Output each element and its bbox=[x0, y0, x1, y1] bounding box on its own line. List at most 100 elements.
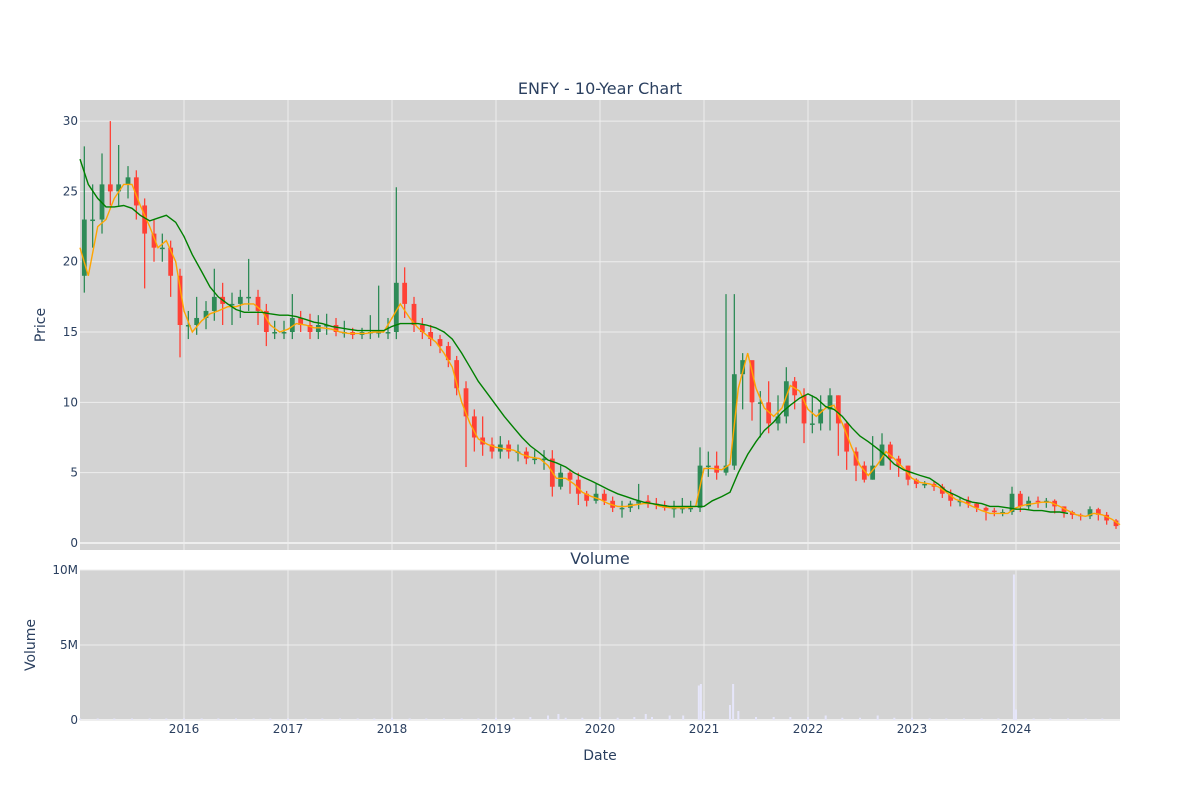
candle-body bbox=[601, 493, 607, 501]
candle-body bbox=[593, 493, 599, 501]
candle-body bbox=[437, 339, 443, 347]
candle-body bbox=[775, 416, 781, 424]
volume-bar bbox=[945, 718, 948, 720]
volume-bar bbox=[1032, 718, 1035, 720]
candle-body bbox=[298, 317, 304, 325]
volume-bar bbox=[529, 717, 532, 720]
volume-bar bbox=[1012, 574, 1015, 720]
price-y-tick-label: 25 bbox=[63, 184, 78, 198]
candle-body bbox=[151, 233, 157, 248]
candle-body bbox=[1113, 520, 1119, 527]
volume-bar bbox=[997, 718, 1000, 720]
volume-bar bbox=[772, 717, 775, 720]
x-tick-label: 2020 bbox=[585, 722, 616, 736]
candle-body bbox=[272, 332, 278, 334]
price-y-tick-label: 20 bbox=[63, 255, 78, 269]
volume-y-tick-label: 5M bbox=[60, 638, 78, 652]
volume-bar bbox=[732, 684, 735, 720]
volume-bar bbox=[408, 718, 411, 720]
candle-body bbox=[1104, 514, 1110, 521]
candle-body bbox=[766, 402, 772, 424]
volume-bar bbox=[304, 718, 307, 720]
candle-body bbox=[861, 465, 867, 480]
price-y-tick-label: 5 bbox=[70, 466, 78, 480]
candle-body bbox=[246, 296, 252, 299]
volume-bar bbox=[512, 717, 515, 720]
candle-body bbox=[679, 507, 685, 510]
volume-bar bbox=[269, 718, 272, 720]
volume-bar bbox=[668, 715, 671, 720]
volume-bar bbox=[477, 718, 480, 720]
candle-body bbox=[558, 472, 564, 487]
volume-bar bbox=[564, 717, 567, 720]
candle-body bbox=[749, 360, 755, 403]
volume-bar bbox=[789, 717, 792, 720]
volume-bar bbox=[200, 718, 203, 720]
candle-body bbox=[671, 507, 677, 510]
candle-body bbox=[922, 483, 928, 486]
volume-bar bbox=[425, 718, 428, 720]
volume-bar bbox=[633, 717, 636, 720]
volume-bar bbox=[859, 717, 861, 720]
candle-body bbox=[1035, 500, 1041, 503]
candle-body bbox=[757, 402, 763, 404]
candle-body bbox=[289, 317, 295, 333]
candle-body bbox=[185, 325, 191, 327]
volume-y-tick-label: 0 bbox=[70, 713, 78, 727]
price-gridlines bbox=[80, 100, 1120, 550]
volume-bar bbox=[460, 718, 463, 720]
volume-bar bbox=[963, 718, 965, 720]
x-axis-label: Date bbox=[583, 748, 616, 764]
volume-bar bbox=[729, 705, 731, 720]
volume-bar bbox=[217, 718, 220, 720]
candle-body bbox=[445, 346, 451, 361]
candle-body bbox=[913, 479, 919, 484]
candle-body bbox=[801, 395, 807, 424]
volume-bar bbox=[183, 718, 185, 720]
candle-body bbox=[324, 325, 330, 327]
volume-bar bbox=[96, 718, 99, 720]
moving-average-short-line bbox=[79, 183, 1121, 526]
volume-bar bbox=[339, 718, 341, 720]
candle-body bbox=[636, 500, 642, 504]
volume-bar bbox=[557, 714, 560, 720]
volume-bar bbox=[113, 718, 116, 720]
volume-bar bbox=[1101, 718, 1104, 720]
candle-body bbox=[177, 275, 183, 325]
candle-body bbox=[307, 325, 313, 333]
candle-body bbox=[827, 395, 833, 410]
x-tick-label: 2016 bbox=[169, 722, 200, 736]
volume-bar bbox=[1015, 709, 1017, 720]
volume-bar bbox=[79, 718, 81, 720]
candle-body bbox=[402, 282, 408, 304]
volume-y-axis-label: Volume bbox=[23, 619, 39, 671]
candle-body bbox=[965, 500, 971, 504]
candle-body bbox=[1026, 500, 1032, 507]
candle-body bbox=[506, 444, 512, 452]
candle-body bbox=[81, 219, 87, 276]
candle-body bbox=[1017, 493, 1023, 507]
volume-bar bbox=[165, 718, 168, 720]
candle-body bbox=[315, 325, 321, 333]
x-tick-label: 2024 bbox=[1001, 722, 1032, 736]
candle-body bbox=[619, 507, 625, 510]
candle-body bbox=[133, 177, 139, 206]
candle-body bbox=[376, 332, 382, 334]
candle-body bbox=[705, 465, 711, 468]
volume-bar bbox=[356, 718, 359, 720]
candle-body bbox=[844, 423, 850, 452]
volume-bar bbox=[755, 717, 757, 720]
candle-body bbox=[471, 416, 477, 438]
candle-body bbox=[142, 205, 148, 234]
volume-bar bbox=[443, 718, 445, 720]
candle-body bbox=[333, 325, 339, 333]
candle-body bbox=[688, 507, 694, 510]
candle-body bbox=[1009, 493, 1015, 513]
candle-body bbox=[229, 303, 235, 306]
volume-y-tick-label: 10M bbox=[52, 563, 78, 577]
candle-body bbox=[411, 303, 417, 325]
candle-body bbox=[991, 510, 997, 513]
volume-bar bbox=[737, 711, 740, 720]
candle-body bbox=[463, 388, 469, 417]
